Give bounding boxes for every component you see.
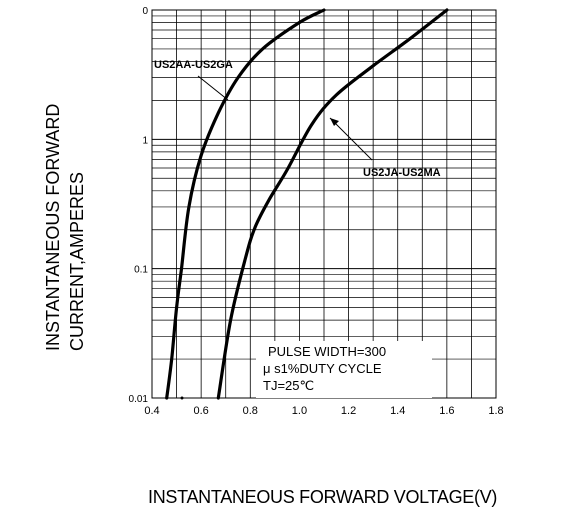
data-series [165,8,449,400]
x-tick-label: 1.2 [341,405,356,417]
x-tick-labels: 0.4 0.6 0.8 1.0 1.2 1.4 1.6 1.8 [144,405,503,417]
y-tick-label: 1 [142,135,148,146]
series-label-arrowhead-us2ja [330,118,339,126]
series-line-1 [165,8,326,400]
plot-grid [152,10,496,398]
y-axis-label: INSTANTANEOUS FORWARD CURRENT,AMPERES [41,103,101,351]
series-label-arrow-us2ja [329,117,373,161]
stray-dot [180,396,184,400]
series-line-2 [216,8,449,400]
x-tick-label: 1.4 [390,405,405,417]
y-tick-label: 0 [142,6,148,17]
annotation-temperature: TJ=25℃ [263,378,314,393]
y-tick-label: 0.01 [129,394,149,405]
series-label-us2ja: US2JA-US2MA [363,167,441,179]
annotation-box [256,341,432,398]
x-tick-label: 0.8 [243,405,258,417]
x-tick-label: 0.4 [144,405,159,417]
annotation-duty-cycle: μ s1%DUTY CYCLE [263,361,382,376]
y-axis-label-line-2: CURRENT,AMPERES [67,171,87,351]
series-label-arrow-us2aa [197,75,229,101]
x-axis-label: INSTANTANEOUS FORWARD VOLTAGE(V) [148,487,498,507]
x-tick-label: 1.8 [488,405,503,417]
x-tick-label: 1.6 [439,405,454,417]
y-tick-labels: 0.01 0.1 1 0 [129,6,149,405]
x-tick-label: 0.6 [193,405,208,417]
y-axis-label-line-1: INSTANTANEOUS FORWARD [43,103,63,351]
series-label-us2aa: US2AA-US2GA [154,59,233,71]
x-tick-label: 1.0 [292,405,307,417]
annotation-pulse-width: PULSE WIDTH=300 [268,344,386,359]
y-tick-label: 0.1 [134,265,148,276]
